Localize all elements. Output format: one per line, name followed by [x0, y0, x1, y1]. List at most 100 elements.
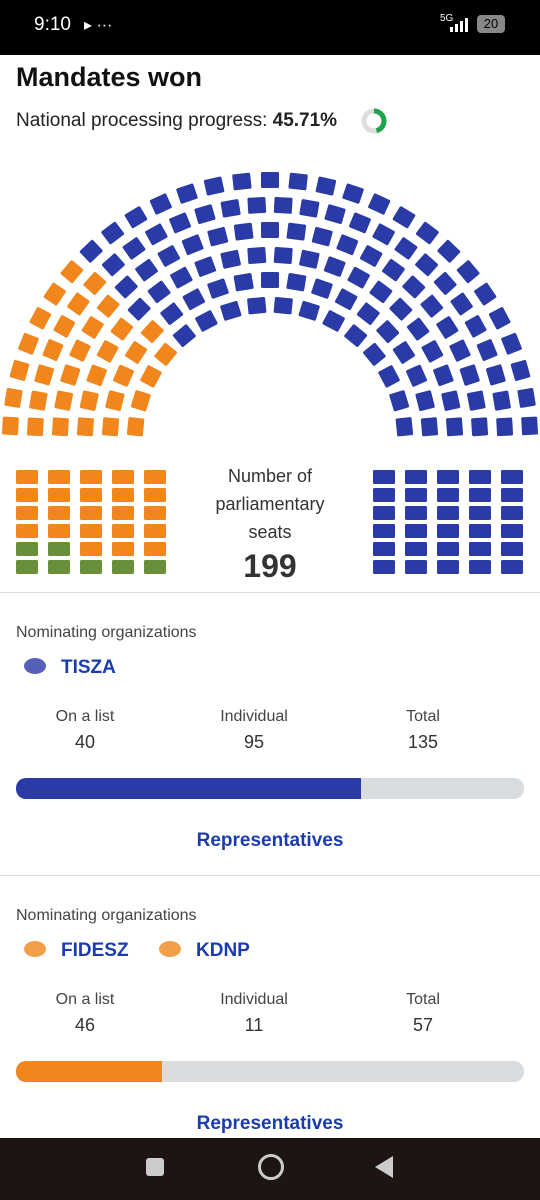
seat: [112, 488, 134, 502]
seat: [347, 266, 370, 289]
representatives-link[interactable]: Representatives: [196, 1113, 344, 1134]
seat: [501, 560, 523, 574]
seat: [378, 365, 400, 388]
seat: [144, 560, 166, 574]
seat: [51, 417, 69, 437]
seat: [436, 316, 459, 339]
seat: [172, 324, 196, 347]
seat: [389, 390, 410, 412]
seat: [469, 560, 491, 574]
seat: [48, 542, 70, 556]
seat: [247, 196, 267, 214]
seat: [126, 417, 145, 437]
seat: [450, 292, 473, 316]
seat: [286, 273, 307, 292]
seat: [437, 239, 461, 263]
seat: [471, 417, 489, 437]
seat: [299, 199, 320, 218]
seat: [110, 317, 134, 341]
seat: [48, 560, 70, 574]
seat: [60, 364, 81, 386]
seat: [466, 390, 486, 411]
home-button[interactable]: [258, 1154, 284, 1180]
seat: [29, 390, 48, 411]
seat: [437, 470, 459, 484]
seat: [437, 542, 459, 556]
seat: [96, 294, 120, 318]
seat: [322, 310, 345, 332]
seat: [48, 506, 70, 520]
seat: [464, 315, 487, 338]
column-value: 40: [74, 732, 96, 752]
seat: [144, 524, 166, 538]
seat: [29, 307, 52, 330]
back-button[interactable]: [375, 1156, 395, 1178]
recent-button[interactable]: [146, 1158, 164, 1176]
seat: [43, 282, 66, 306]
seat: [469, 506, 491, 520]
representatives-link[interactable]: Representatives: [196, 830, 344, 851]
seat: [149, 193, 172, 215]
seat: [144, 506, 166, 520]
seat: [207, 226, 229, 247]
seat: [476, 339, 498, 361]
seat: [406, 317, 430, 341]
seat: [373, 470, 395, 484]
seat: [154, 342, 177, 366]
divider: [0, 875, 540, 876]
signal-icon: [450, 18, 468, 32]
seat: [420, 294, 444, 318]
seat: [437, 488, 459, 502]
seat: [501, 524, 523, 538]
progress-text: National processing progress: 45.71%: [16, 110, 337, 132]
seat-group: [1, 260, 177, 556]
column-header: Individual: [220, 708, 288, 725]
center-label: Number of parliamentary seats: [215, 466, 325, 542]
seat: [145, 223, 168, 246]
seat: [112, 524, 134, 538]
party-name: KDNP: [196, 940, 250, 961]
seat: [405, 488, 427, 502]
seat: [16, 560, 38, 574]
seat: [395, 417, 414, 437]
column-header: Total: [406, 991, 440, 1008]
seat: [135, 258, 158, 282]
seat: [16, 524, 38, 538]
seat: [81, 316, 104, 339]
seat: [324, 204, 346, 225]
column-header: Individual: [220, 991, 288, 1008]
seat: [288, 172, 308, 191]
seat: [373, 488, 395, 502]
seat: [349, 212, 371, 234]
seat: [456, 260, 480, 284]
status-bar: 9:10 ▸ ··· 5G 20: [0, 0, 540, 55]
seat: [42, 339, 64, 361]
seat: [376, 320, 400, 344]
seat: [48, 524, 70, 538]
seat: [157, 245, 181, 267]
seat: [363, 342, 386, 366]
seat-chart: [1, 172, 539, 574]
seat: [415, 390, 435, 412]
seat: [124, 206, 148, 229]
seat: [368, 193, 391, 215]
seat: [389, 297, 413, 321]
seat: [521, 416, 539, 436]
seat: [392, 206, 416, 229]
seat: [54, 390, 74, 411]
seat: [415, 221, 439, 245]
seat: [510, 359, 531, 381]
seat: [517, 387, 536, 408]
seat: [69, 339, 91, 362]
seat: [203, 176, 225, 196]
progress-fill: [16, 1061, 162, 1082]
seat: [501, 542, 523, 556]
seat: [112, 542, 134, 556]
seat: [80, 542, 102, 556]
seat: [194, 204, 216, 225]
seat: [80, 524, 102, 538]
seat: [79, 390, 99, 411]
seat: [112, 560, 134, 574]
seat: [105, 390, 125, 412]
party-logo: [24, 941, 46, 957]
